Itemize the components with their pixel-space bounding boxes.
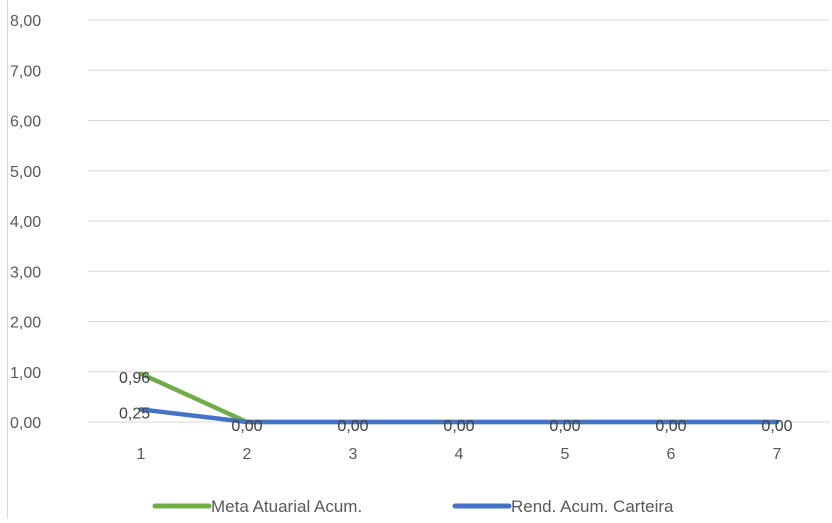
- y-axis-ticks: 0,00 1,00 2,00 3,00 4,00 5,00 6,00 7,00 8,00: [10, 13, 41, 432]
- data-label: 0,00: [549, 418, 580, 435]
- x-tick-label: 6: [667, 446, 676, 463]
- x-tick-label: 7: [773, 446, 782, 463]
- data-label: 0,00: [231, 418, 262, 435]
- y-tick-label: 0,00: [10, 415, 41, 432]
- data-label: 0,00: [337, 418, 368, 435]
- series-line-1: [138, 371, 780, 425]
- data-label: 0,00: [761, 418, 792, 435]
- y-tick-label: 5,00: [10, 164, 41, 181]
- data-label: 0,96: [119, 370, 150, 387]
- x-tick-label: 3: [349, 446, 358, 463]
- legend-label-2: Rend. Acum. Carteira: [511, 497, 674, 516]
- series-line-2: [138, 407, 780, 425]
- y-tick-label: 6,00: [10, 114, 41, 131]
- data-label: 0,00: [443, 418, 474, 435]
- x-tick-label: 5: [561, 446, 570, 463]
- series-lines: [138, 371, 780, 425]
- legend-label-1: Meta Atuarial Acum.: [211, 497, 362, 516]
- y-tick-label: 1,00: [10, 365, 41, 382]
- gridlines: [88, 19, 830, 423]
- x-tick-label: 1: [137, 446, 146, 463]
- legend: Meta Atuarial Acum. Rend. Acum. Carteira: [152, 497, 674, 516]
- y-tick-label: 8,00: [10, 13, 41, 30]
- y-tick-label: 4,00: [10, 214, 41, 231]
- x-tick-label: 2: [243, 446, 252, 463]
- y-tick-label: 7,00: [10, 63, 41, 80]
- data-label: 0,00: [655, 418, 686, 435]
- x-axis-ticks: 1 2 3 4 5 6 7: [137, 446, 782, 463]
- y-tick-label: 2,00: [10, 315, 41, 332]
- chart-border: [7, 0, 8, 518]
- data-labels: 0,96 0,25 0,00 0,00 0,00 0,00 0,00 0,00: [119, 370, 793, 435]
- data-label: 0,25: [119, 405, 150, 422]
- y-tick-label: 3,00: [10, 264, 41, 281]
- x-tick-label: 4: [455, 446, 464, 463]
